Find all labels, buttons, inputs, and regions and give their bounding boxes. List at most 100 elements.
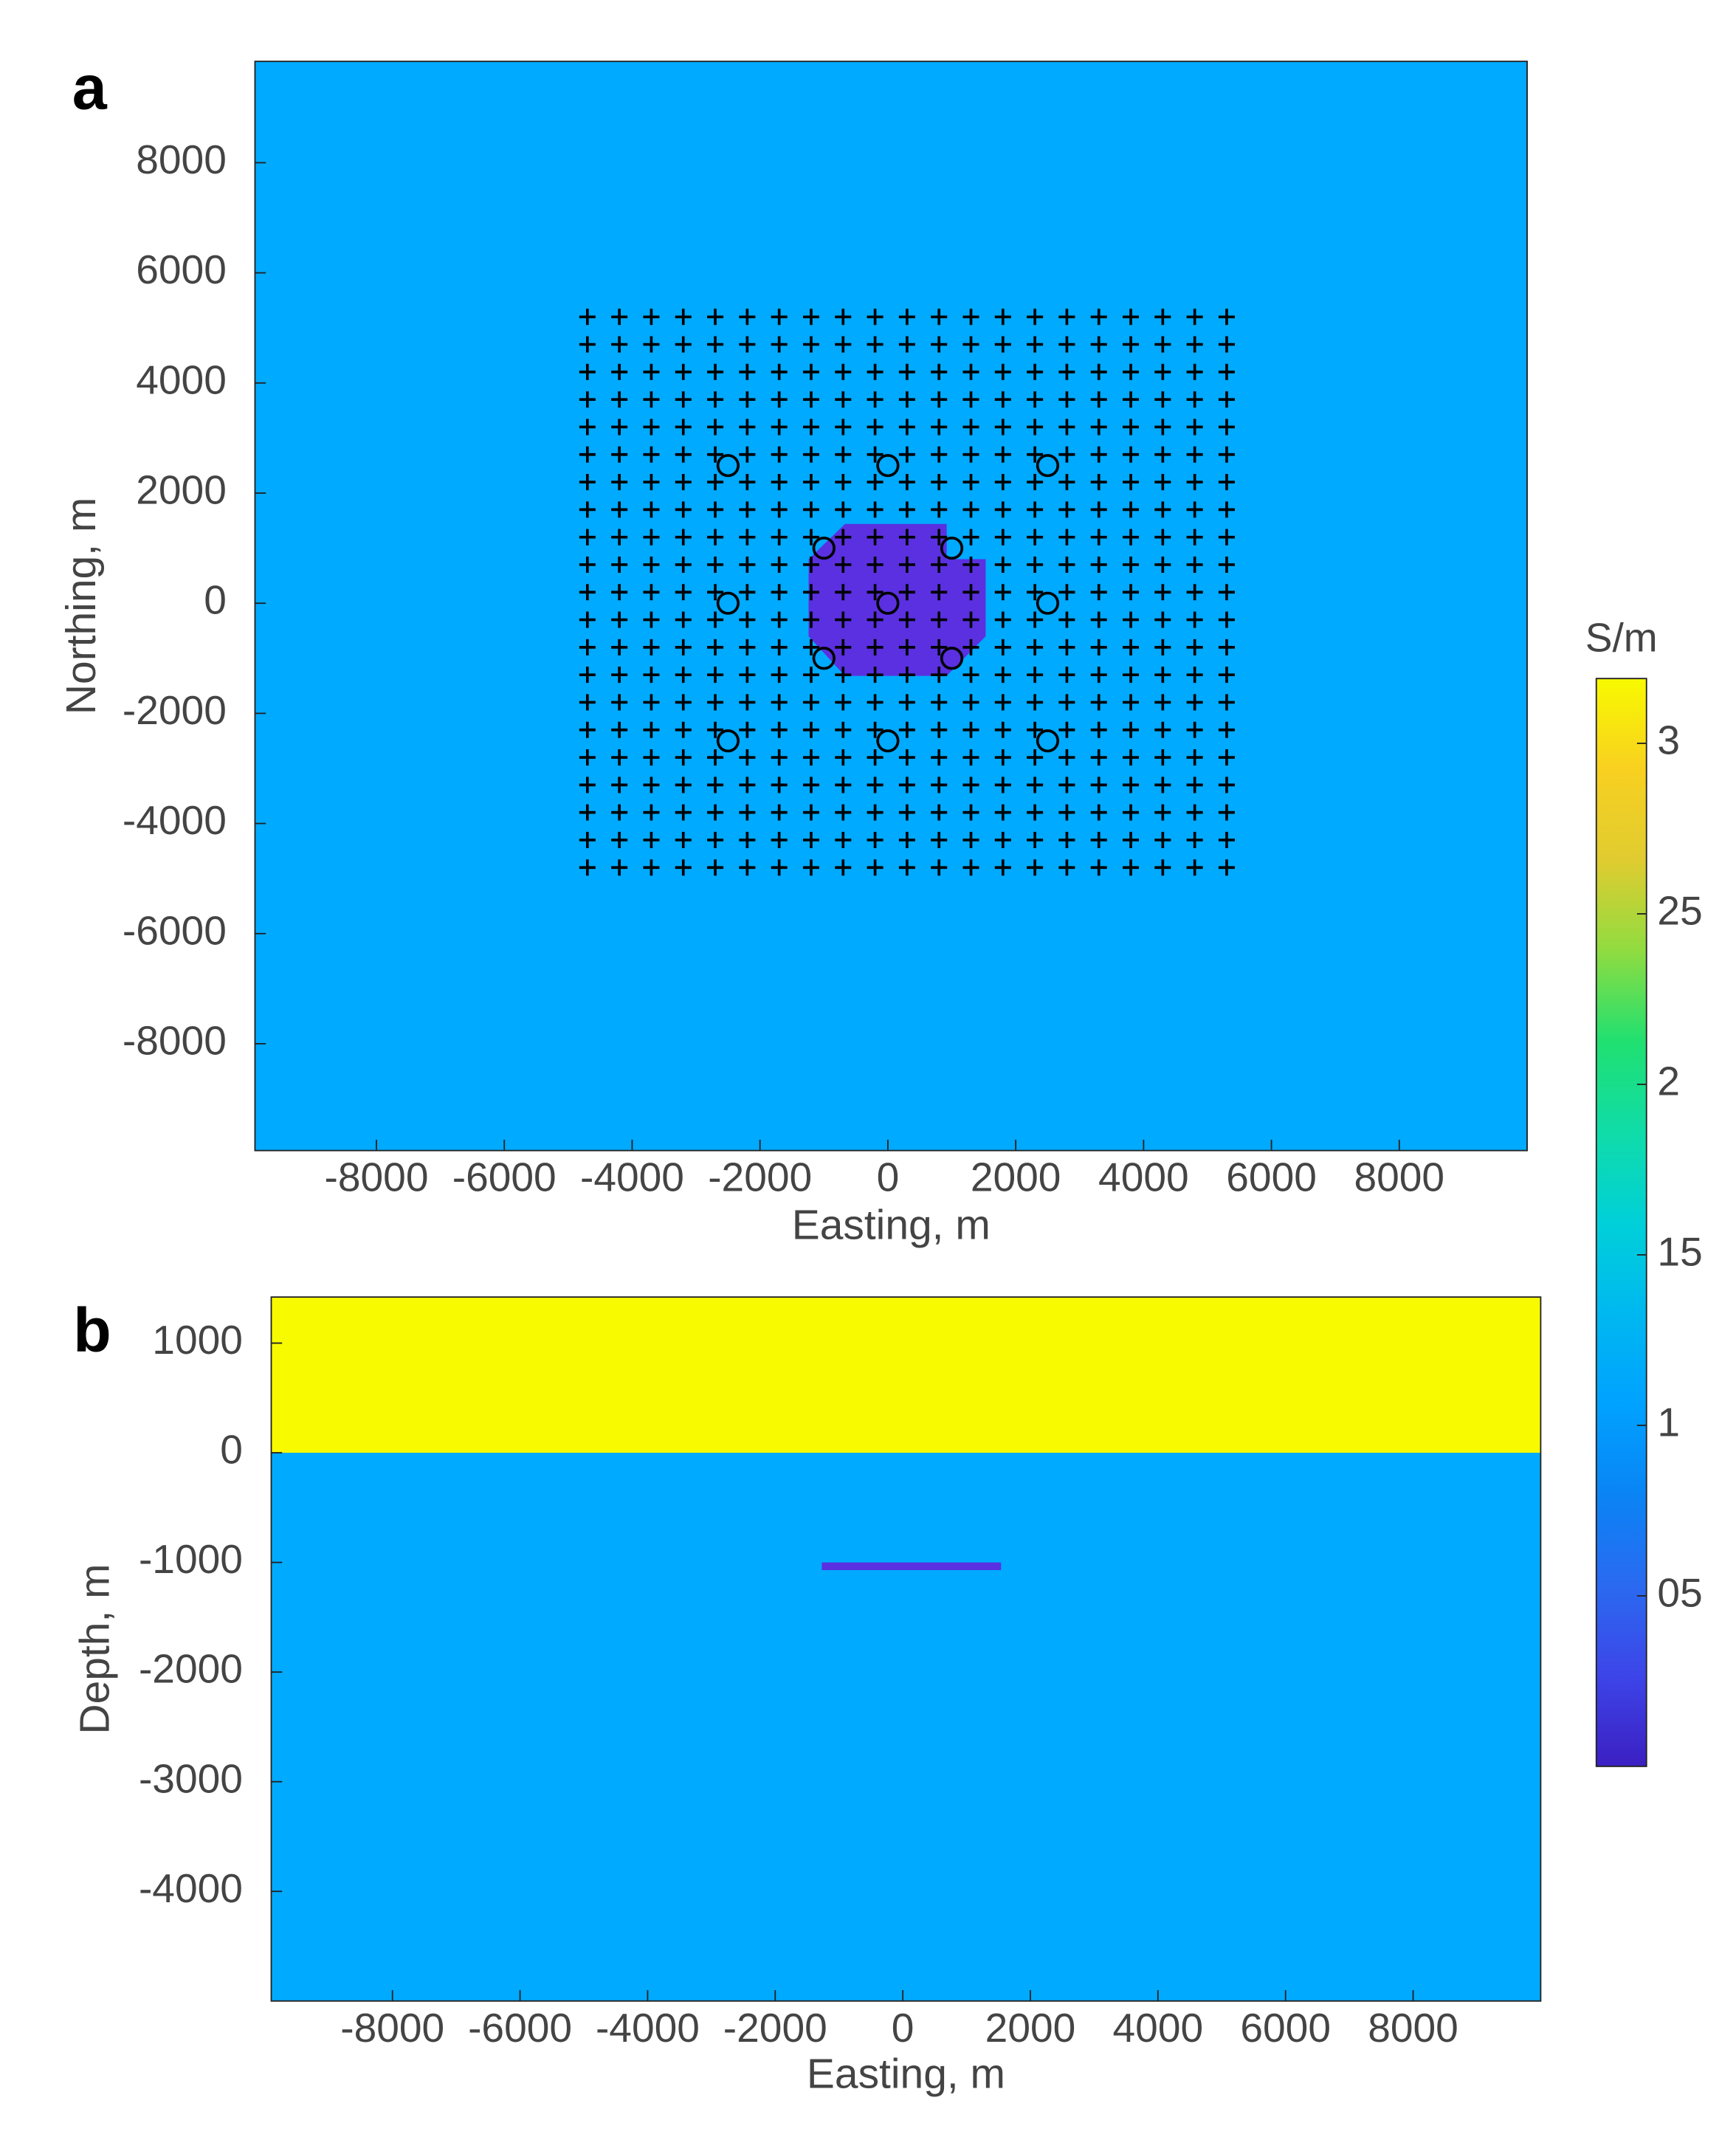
y-tick-label: -8000 xyxy=(123,1018,227,1064)
air-layer xyxy=(271,1297,1541,1453)
receiver xyxy=(835,363,852,380)
receiver xyxy=(1218,363,1235,380)
receiver xyxy=(1154,694,1171,711)
receiver xyxy=(579,611,596,628)
y-axis-label: Northing, m xyxy=(58,498,105,715)
receiver xyxy=(675,529,692,546)
receiver xyxy=(898,639,915,655)
receiver xyxy=(867,831,884,848)
y-tick-label: -1000 xyxy=(139,1536,243,1582)
receiver xyxy=(962,556,979,573)
transmitter xyxy=(876,591,900,615)
receiver xyxy=(643,391,660,408)
receiver xyxy=(1027,611,1044,628)
receiver xyxy=(643,363,660,380)
receiver xyxy=(802,474,819,491)
receiver xyxy=(1123,611,1140,628)
receiver xyxy=(994,804,1011,821)
receiver xyxy=(707,363,724,380)
colorbar-tick-label: 25 xyxy=(1657,888,1702,934)
receiver xyxy=(1027,501,1044,518)
receiver xyxy=(1058,363,1075,380)
receiver xyxy=(675,749,692,766)
receiver xyxy=(643,804,660,821)
receiver xyxy=(835,391,852,408)
receiver xyxy=(611,309,628,326)
x-tick-label: -8000 xyxy=(325,1154,429,1200)
receiver xyxy=(1090,336,1107,353)
plot-area xyxy=(271,1297,1541,2001)
x-tick-label: 2000 xyxy=(971,1154,1061,1200)
colorbar-tick-label: 2 xyxy=(1657,1059,1680,1104)
receiver xyxy=(962,694,979,711)
receiver xyxy=(643,777,660,794)
y-tick-label: 0 xyxy=(204,577,227,623)
receiver xyxy=(579,584,596,601)
colorbar xyxy=(1595,678,1647,1767)
receiver xyxy=(643,419,660,436)
receiver xyxy=(739,391,756,408)
receiver xyxy=(1218,446,1235,463)
receiver xyxy=(1058,639,1075,655)
receiver xyxy=(771,336,788,353)
receiver xyxy=(643,529,660,546)
receiver xyxy=(771,694,788,711)
receiver xyxy=(835,639,852,655)
receiver xyxy=(1123,336,1140,353)
receiver xyxy=(962,419,979,436)
receiver xyxy=(739,611,756,628)
receiver xyxy=(1027,474,1044,491)
y-tick-label: -6000 xyxy=(123,907,227,953)
receiver xyxy=(931,667,948,684)
panel-label: b xyxy=(73,1295,111,1365)
receiver xyxy=(994,584,1011,601)
receiver xyxy=(739,749,756,766)
receiver xyxy=(962,446,979,463)
receiver xyxy=(867,639,884,655)
receiver xyxy=(1186,446,1203,463)
receiver xyxy=(739,667,756,684)
plot-area xyxy=(255,61,1528,1151)
receiver xyxy=(931,721,948,738)
y-tick-label: -4000 xyxy=(123,797,227,843)
receiver xyxy=(707,584,724,601)
receiver xyxy=(1186,419,1203,436)
receiver xyxy=(994,336,1011,353)
receiver xyxy=(611,611,628,628)
transmitter xyxy=(812,536,836,560)
x-tick-label: -2000 xyxy=(723,2005,827,2051)
receiver xyxy=(739,777,756,794)
receiver xyxy=(898,694,915,711)
receiver xyxy=(931,777,948,794)
receiver xyxy=(1123,639,1140,655)
receiver xyxy=(962,721,979,738)
receiver xyxy=(1218,584,1235,601)
receiver xyxy=(898,501,915,518)
receiver xyxy=(643,694,660,711)
y-tick-label: 4000 xyxy=(136,357,227,402)
receiver xyxy=(771,529,788,546)
receiver xyxy=(1090,749,1107,766)
receiver xyxy=(802,611,819,628)
receiver xyxy=(611,694,628,711)
receiver xyxy=(643,309,660,326)
receiver xyxy=(1058,391,1075,408)
receiver xyxy=(962,391,979,408)
receiver xyxy=(1058,529,1075,546)
receiver xyxy=(835,336,852,353)
receiver xyxy=(643,611,660,628)
receiver xyxy=(994,419,1011,436)
receiver xyxy=(1218,749,1235,766)
receiver xyxy=(611,336,628,353)
receiver xyxy=(739,309,756,326)
receiver xyxy=(675,363,692,380)
receiver xyxy=(707,501,724,518)
receiver xyxy=(675,419,692,436)
receiver xyxy=(1090,363,1107,380)
receiver xyxy=(739,831,756,848)
receiver xyxy=(1090,639,1107,655)
receiver xyxy=(579,336,596,353)
receiver xyxy=(802,309,819,326)
receiver xyxy=(867,309,884,326)
receiver xyxy=(1186,336,1203,353)
